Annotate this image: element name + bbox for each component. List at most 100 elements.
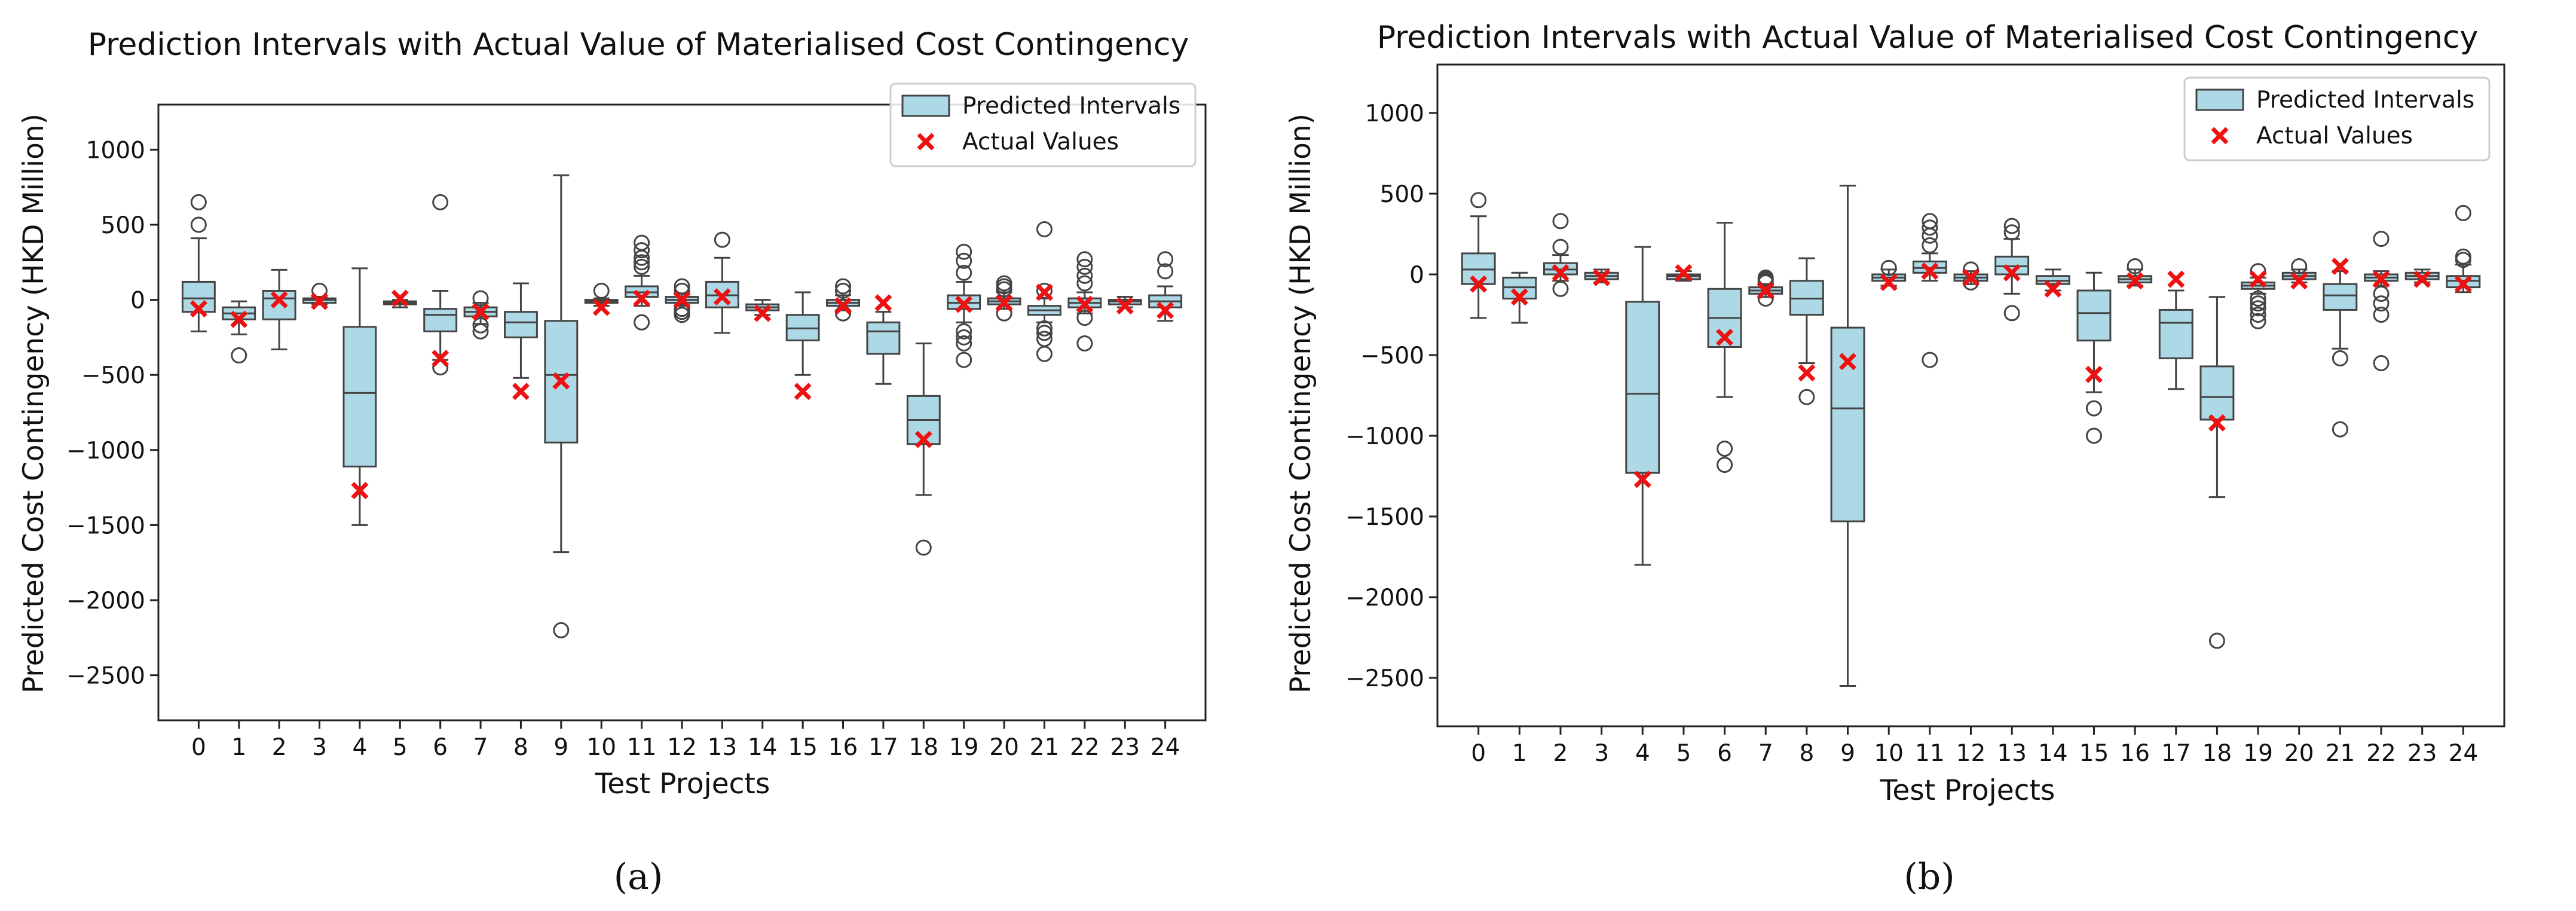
actual-value-marker xyxy=(2290,272,2308,290)
x-tick-label: 18 xyxy=(908,734,938,761)
y-tick-label: 0 xyxy=(1409,262,1424,289)
actual-value-marker xyxy=(2331,258,2349,275)
box-iqr xyxy=(866,321,901,355)
box-iqr xyxy=(2158,308,2193,359)
outlier-point xyxy=(2250,300,2266,317)
actual-value-marker xyxy=(552,372,570,390)
x-tick-label: 19 xyxy=(949,734,979,761)
x-tick-label: 8 xyxy=(1799,740,1814,767)
x-tick-label: 12 xyxy=(667,734,697,761)
x-tick-label: 21 xyxy=(2326,740,2355,767)
outlier-point xyxy=(1922,351,1938,368)
actual-value-marker xyxy=(270,291,288,309)
y-tick-label: −1500 xyxy=(66,512,145,539)
outlier-point xyxy=(2373,355,2390,371)
actual-value-marker xyxy=(1593,268,1611,286)
outlier-point xyxy=(2250,313,2266,329)
y-axis-label-a: Predicted Cost Contingency (HKD Million) xyxy=(17,114,50,693)
outlier-point xyxy=(1552,280,1569,297)
x-tick-label: 11 xyxy=(1915,740,1945,767)
box-project-15 xyxy=(2076,271,2112,444)
x-tick-label: 7 xyxy=(1758,740,1773,767)
actual-value-marker xyxy=(914,430,932,448)
outlier-point xyxy=(190,216,207,233)
outlier-point xyxy=(956,323,972,340)
outlier-point xyxy=(1157,251,1174,268)
y-tick-label: −500 xyxy=(81,362,145,389)
actual-value-marker xyxy=(1962,268,1980,286)
outlier-point xyxy=(674,307,690,323)
outlier-point xyxy=(2085,427,2102,444)
box-project-21 xyxy=(2323,270,2358,438)
outlier-point xyxy=(1076,258,1093,275)
x-tick-label: 16 xyxy=(2120,740,2150,767)
y-tick-label: −2500 xyxy=(66,663,145,690)
actual-value-marker xyxy=(592,298,610,316)
x-tick-label: 4 xyxy=(1635,740,1650,767)
actual-value-marker xyxy=(1716,328,1734,346)
outlier-point xyxy=(956,329,972,346)
actual-value-marker xyxy=(2208,414,2226,432)
actual-value-marker xyxy=(1633,470,1651,488)
legend-box-swatch xyxy=(2195,88,2244,111)
outlier-point xyxy=(2373,295,2390,312)
chart-title-a: Prediction Intervals with Actual Value o… xyxy=(88,27,1189,63)
outlier-point xyxy=(956,351,972,368)
actual-value-marker xyxy=(754,304,772,322)
box-project-6 xyxy=(423,194,458,376)
actual-value-marker xyxy=(1470,275,1488,293)
legend-frame xyxy=(889,82,1197,167)
legend-frame xyxy=(2183,77,2491,161)
x-tick-label: 10 xyxy=(1874,740,1904,767)
outlier-point xyxy=(593,283,610,299)
box-project-8 xyxy=(1789,257,1824,405)
x-tick-label: 21 xyxy=(1030,734,1060,761)
outlier-point xyxy=(835,278,852,295)
outlier-point xyxy=(634,314,650,331)
x-tick-label: 11 xyxy=(627,734,657,761)
actual-value-marker xyxy=(2003,264,2021,282)
actual-value-marker xyxy=(512,383,530,401)
outlier-point xyxy=(311,283,328,299)
actual-value-marker xyxy=(2454,275,2472,293)
actual-value-marker xyxy=(1798,364,1816,382)
outlier-point xyxy=(956,243,972,260)
x-tick-label: 10 xyxy=(586,734,616,761)
actual-value-marker xyxy=(713,288,731,306)
box-project-17 xyxy=(866,311,901,385)
x-tick-label: 24 xyxy=(1151,734,1180,761)
x-tick-label: 1 xyxy=(1512,740,1527,767)
x-tick-label: 20 xyxy=(989,734,1019,761)
outlier-point xyxy=(1036,320,1053,337)
outlier-point xyxy=(1157,263,1174,280)
actual-value-marker xyxy=(1839,353,1857,371)
box-iqr xyxy=(1830,326,1865,522)
outlier-point xyxy=(1922,219,1938,236)
actual-value-marker xyxy=(189,300,207,318)
x-tick-label: 4 xyxy=(353,734,368,761)
box-project-10 xyxy=(584,283,619,307)
x-tick-label: 6 xyxy=(1717,740,1732,767)
actual-value-marker xyxy=(1510,288,1528,306)
outlier-point xyxy=(956,252,972,269)
legend-label-actual: Actual Values xyxy=(962,129,1119,155)
outlier-point xyxy=(472,317,489,334)
legend-label-intervals: Predicted Intervals xyxy=(2256,87,2474,114)
x-tick-label: 16 xyxy=(828,734,858,761)
outlier-point xyxy=(1922,213,1938,230)
outlier-point xyxy=(190,194,207,210)
outlier-point xyxy=(2127,258,2143,274)
outlier-point xyxy=(1717,441,1733,457)
y-tick-label: −2000 xyxy=(66,588,145,615)
x-tick-label: 22 xyxy=(2366,740,2396,767)
outlier-point xyxy=(1036,283,1053,299)
box-iqr xyxy=(262,290,296,320)
actual-value-marker xyxy=(311,292,329,310)
x-tick-label: 24 xyxy=(2449,740,2479,767)
actual-value-marker xyxy=(2126,272,2144,290)
outlier-point xyxy=(2003,305,2020,322)
legend-label-actual: Actual Values xyxy=(2256,123,2413,149)
box-project-1 xyxy=(222,300,256,364)
